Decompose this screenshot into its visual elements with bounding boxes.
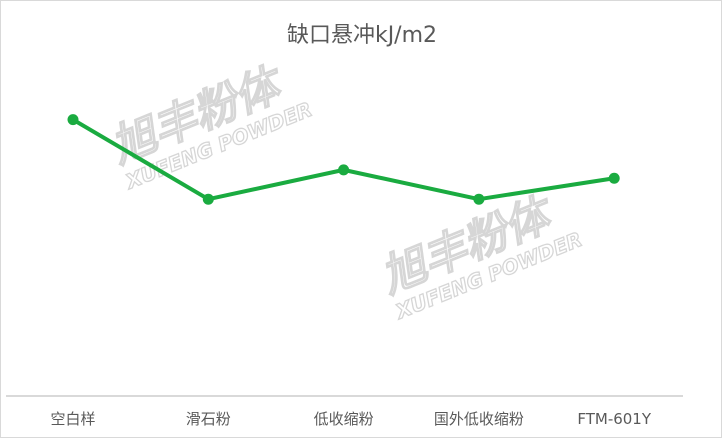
x-tick-label: FTM-601Y	[577, 410, 652, 428]
x-tick-label: 国外低收缩粉	[434, 410, 524, 428]
data-point	[67, 114, 79, 126]
data-point	[202, 193, 214, 205]
x-tick-label: 低收缩粉	[314, 410, 374, 428]
x-tick-label: 滑石粉	[186, 410, 231, 428]
data-point	[473, 193, 485, 205]
chart-title: 缺口悬冲kJ/m2	[286, 23, 438, 48]
data-point	[608, 172, 620, 184]
data-point	[338, 164, 350, 176]
x-tick-label: 空白样	[50, 410, 95, 428]
